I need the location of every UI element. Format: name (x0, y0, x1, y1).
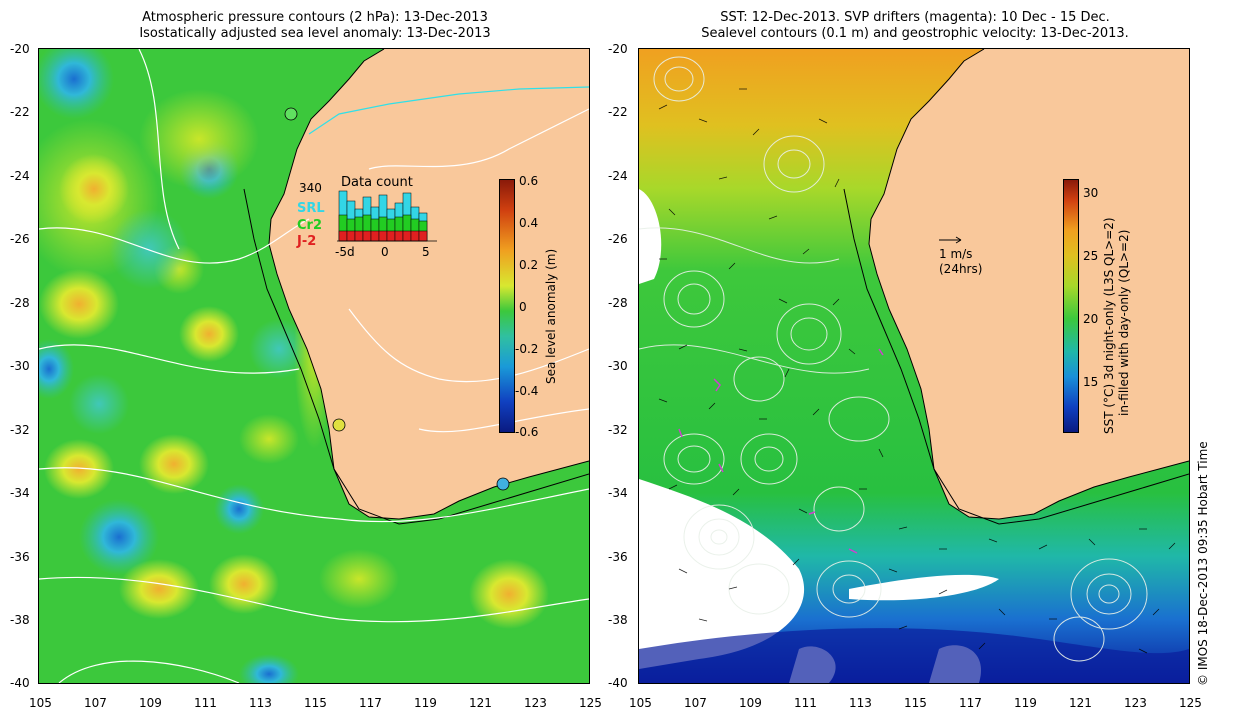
right-xtick: 121 (1069, 696, 1092, 710)
colorbar-tick: 0.4 (519, 216, 539, 230)
right-ytick: -40 (608, 676, 628, 690)
left-xtick: 113 (249, 696, 272, 710)
right-xtick: 115 (904, 696, 927, 710)
tide-gauge-marker (332, 418, 346, 432)
left-ytick: -40 (10, 676, 30, 690)
right-ytick: -38 (608, 613, 628, 627)
left-xtick: 115 (304, 696, 327, 710)
sst-colorbar-label1: SST (°C) 3d night-only (L3S QL>=2) (1102, 217, 1116, 434)
colorbar-tick: 0.6 (519, 174, 539, 188)
right-xtick: 123 (1124, 696, 1147, 710)
colorbar-tick: -0.6 (515, 425, 539, 439)
scale-arrow-label: 1 m/s (939, 247, 973, 261)
sst-map-graphic (639, 49, 1189, 683)
left-title: Atmospheric pressure contours (2 hPa): 1… (40, 10, 590, 42)
left-xtick: 121 (469, 696, 492, 710)
scale-arrow-period: (24hrs) (939, 262, 983, 276)
colorbar-tick: 0 (519, 300, 527, 314)
data-count-xtick-neg5: -5d (335, 245, 355, 259)
australia-land (869, 49, 1189, 519)
left-ytick: -22 (10, 105, 30, 119)
right-xtick: 109 (739, 696, 762, 710)
right-xtick: 117 (959, 696, 982, 710)
left-xtick: 125 (579, 696, 602, 710)
left-xtick: 111 (194, 696, 217, 710)
left-ytick: -34 (10, 486, 30, 500)
right-ytick: -26 (608, 232, 628, 246)
left-ytick: -26 (10, 232, 30, 246)
right-xtick: 119 (1014, 696, 1037, 710)
left-ytick: -36 (10, 550, 30, 564)
right-xtick: 105 (629, 696, 652, 710)
data-count-bars (337, 190, 437, 242)
left-xtick: 105 (29, 696, 52, 710)
colorbar-tick: -0.4 (515, 384, 539, 398)
imos-credit: © IMOS 18-Dec-2013 09:35 Hobart Time (1196, 441, 1210, 686)
left-ytick: -20 (10, 42, 30, 56)
colorbar-tick: 0.2 (519, 258, 539, 272)
right-ytick: -36 (608, 550, 628, 564)
left-ytick: -30 (10, 359, 30, 373)
sst-colorbar (1063, 179, 1079, 433)
left-ytick: -38 (10, 613, 30, 627)
right-ytick: -32 (608, 423, 628, 437)
right-ytick: -28 (608, 296, 628, 310)
sst-map: 1 m/s (24hrs) 30 25 20 15 SST (°C) 3d ni… (638, 48, 1190, 684)
left-xtick: 107 (84, 696, 107, 710)
tide-gauge-marker (284, 107, 298, 121)
right-ytick: -20 (608, 42, 628, 56)
sea-level-colorbar (499, 179, 515, 433)
sst-colorbar-tick: 30 (1083, 186, 1099, 200)
right-xtick: 125 (1179, 696, 1202, 710)
tide-gauge-marker (496, 477, 510, 491)
left-title-line2: Isostatically adjusted sea level anomaly… (139, 26, 491, 41)
left-xtick: 117 (359, 696, 382, 710)
legend-srl: SRL (297, 201, 325, 216)
sst-colorbar-tick: 15 (1083, 375, 1099, 389)
right-xtick: 107 (684, 696, 707, 710)
left-xtick: 109 (139, 696, 162, 710)
sst-colorbar-tick: 20 (1083, 312, 1099, 326)
left-ytick: -32 (10, 423, 30, 437)
data-count-xtick-5: 5 (422, 245, 430, 259)
right-xtick: 111 (794, 696, 817, 710)
colorbar-tick: -0.2 (515, 342, 539, 356)
data-count-max-label: 340 (299, 181, 322, 195)
right-ytick: -34 (608, 486, 628, 500)
legend-cr2: Cr2 (297, 218, 322, 233)
sst-colorbar-tick: 25 (1083, 249, 1099, 263)
left-ytick: -28 (10, 296, 30, 310)
right-ytick: -30 (608, 359, 628, 373)
left-title-line1: Atmospheric pressure contours (2 hPa): 1… (142, 10, 488, 25)
left-xtick: 119 (414, 696, 437, 710)
sst-colorbar-label2: in-filled with day-only (QL>=2) (1117, 229, 1131, 416)
right-xtick: 113 (849, 696, 872, 710)
sea-level-map: 340 Data count SRL Cr2 J-2 (38, 48, 590, 684)
left-xtick: 123 (524, 696, 547, 710)
scale-arrow-icon (939, 236, 962, 244)
right-title: SST: 12-Dec-2013. SVP drifters (magenta)… (640, 10, 1190, 42)
colorbar-label: Sea level anomaly (m) (544, 248, 558, 384)
right-ytick: -24 (608, 169, 628, 183)
right-title-line1: SST: 12-Dec-2013. SVP drifters (magenta)… (720, 10, 1110, 25)
sea-level-map-graphic (39, 49, 589, 683)
data-count-xtick-0: 0 (381, 245, 389, 259)
right-ytick: -22 (608, 105, 628, 119)
right-title-line2: Sealevel contours (0.1 m) and geostrophi… (701, 26, 1129, 41)
left-ytick: -24 (10, 169, 30, 183)
legend-j2: J-2 (297, 234, 317, 249)
data-count-title: Data count (341, 175, 413, 190)
